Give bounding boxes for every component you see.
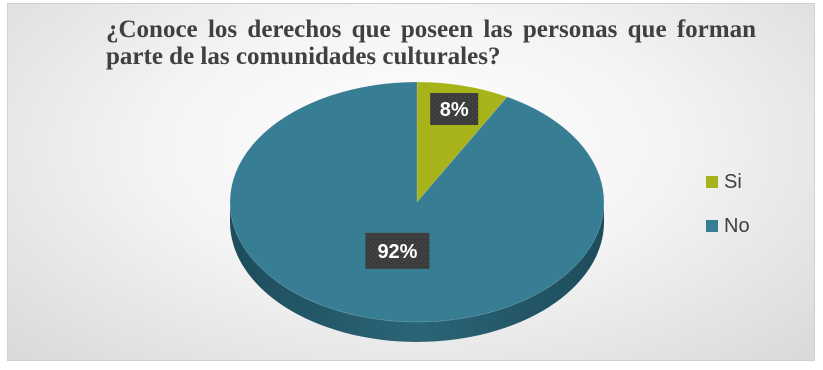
pie-slice-no [229, 81, 605, 323]
chart-area: ¿Conoce los derechos que poseen las pers… [7, 3, 815, 361]
chart-title: ¿Conoce los derechos que poseen las pers… [106, 16, 756, 70]
pie-chart: 8% 92% [229, 81, 605, 342]
data-label-box-no [365, 232, 430, 269]
legend-swatch-si [706, 176, 718, 188]
legend-label-si: Si [724, 170, 742, 193]
legend-swatch-no [706, 220, 718, 232]
legend-item-si: Si [706, 170, 750, 194]
legend: Si No [706, 170, 750, 258]
legend-label-no: No [724, 214, 750, 237]
pie-side [230, 202, 604, 342]
legend-item-no: No [706, 214, 750, 238]
data-label-no: 92% [377, 241, 417, 263]
data-label-si: 8% [440, 99, 469, 121]
data-label-box-si [430, 93, 479, 126]
